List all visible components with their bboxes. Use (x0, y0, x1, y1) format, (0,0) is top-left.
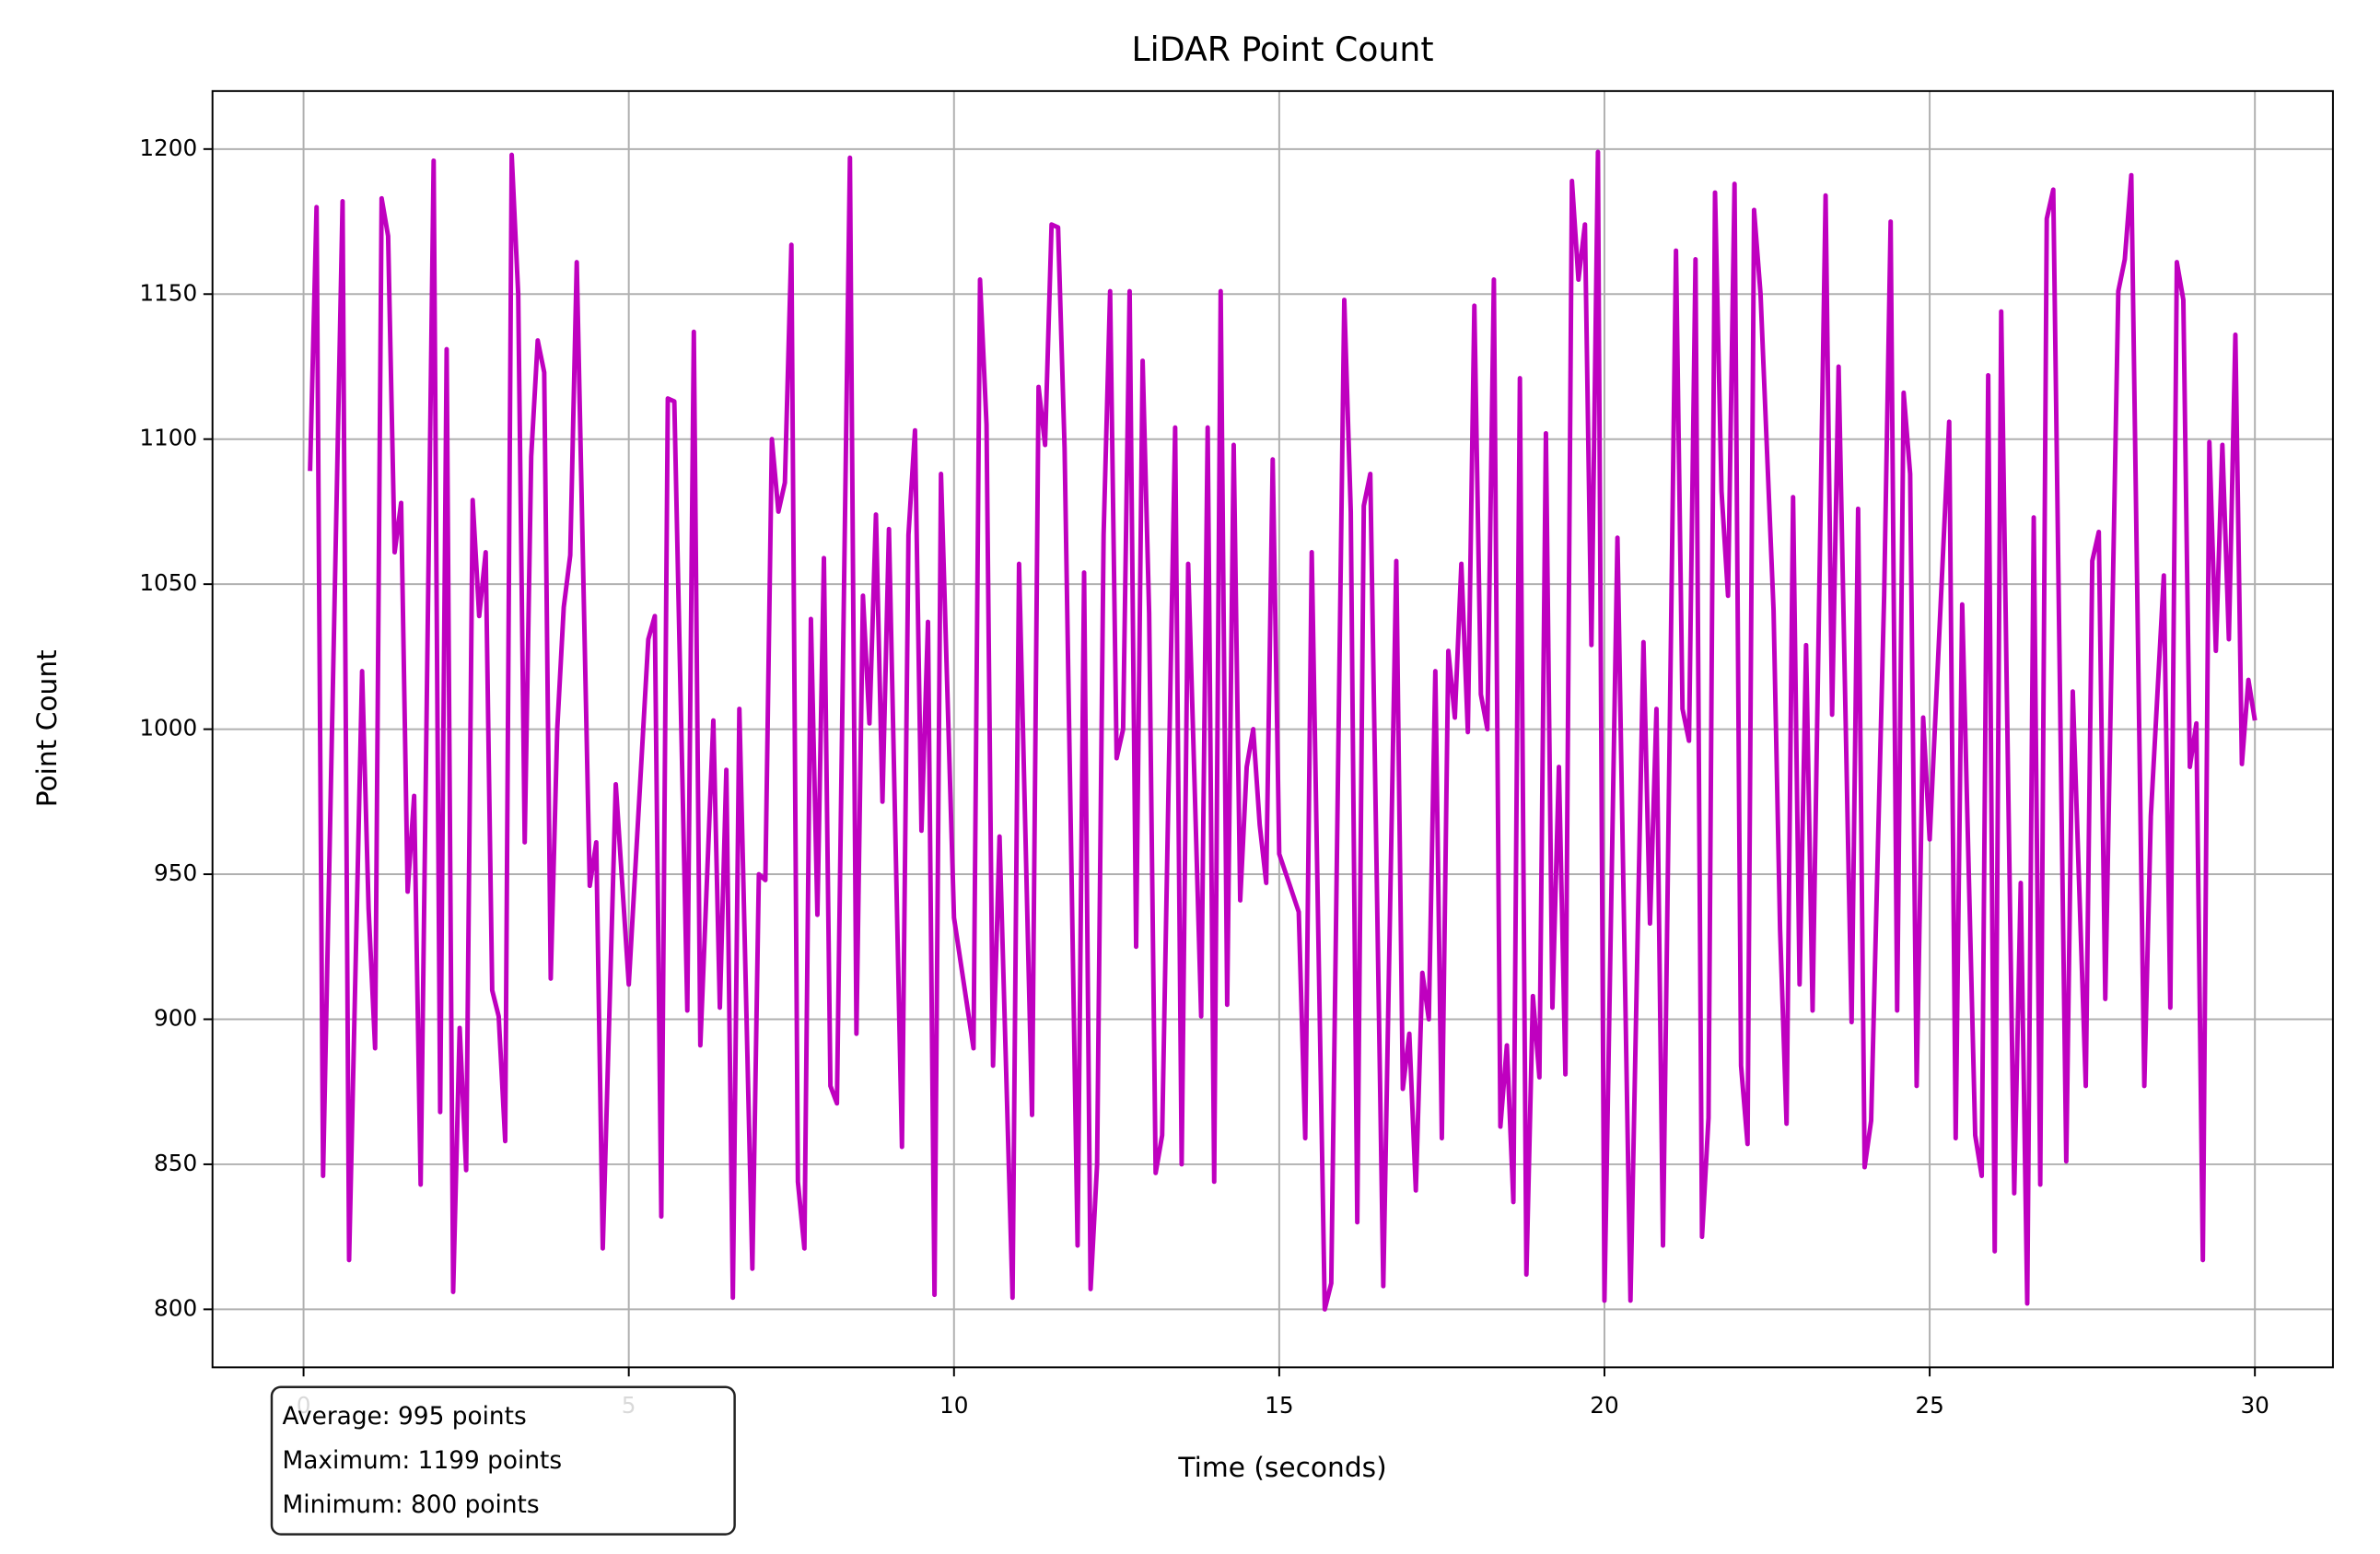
x-tick-label: 20 (1590, 1392, 1618, 1419)
x-tick-label: 10 (939, 1392, 968, 1419)
x-tick-label: 25 (1915, 1392, 1943, 1419)
data-line (308, 149, 2258, 1312)
x-tick-label: 15 (1265, 1392, 1293, 1419)
x-axis-label: Time (seconds) (1177, 1451, 1386, 1483)
y-tick-label: 1100 (139, 425, 197, 451)
chart-title: LiDAR Point Count (1131, 29, 1433, 69)
y-tick-label: 800 (154, 1294, 197, 1321)
y-tick-label: 1000 (139, 715, 197, 742)
y-tick-label: 850 (154, 1150, 197, 1176)
y-tick-label: 1050 (139, 569, 197, 596)
stats-box: Average: 995 points Maximum: 1199 points M… (270, 1385, 736, 1536)
stats-line: Average: 995 points (283, 1403, 527, 1431)
x-tick-label: 30 (2240, 1392, 2269, 1419)
stats-line: Maximum: 1199 points (283, 1447, 563, 1475)
stats-line: Minimum: 800 points (283, 1491, 540, 1519)
plot-lines (308, 149, 2258, 1312)
y-tick-label: 1150 (139, 279, 197, 306)
y-tick-label: 950 (154, 859, 197, 886)
y-tick-label: 900 (154, 1004, 197, 1031)
stats-box-frame (270, 1385, 736, 1536)
y-axis-label: Point Count (30, 649, 63, 807)
y-tick-label: 1200 (139, 134, 197, 161)
